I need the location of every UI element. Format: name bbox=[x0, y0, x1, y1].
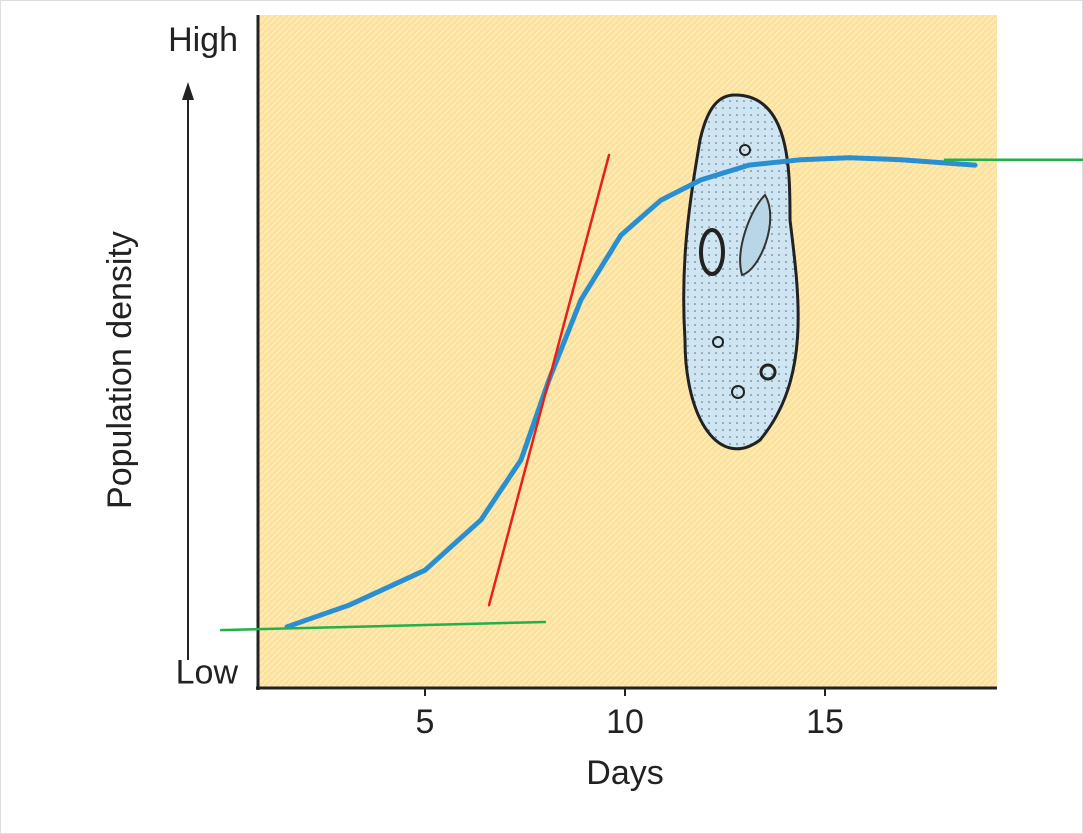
arrow-head bbox=[182, 82, 194, 100]
paramecium bbox=[682, 93, 800, 451]
tangent-line bbox=[219, 620, 547, 632]
tangent-line bbox=[487, 153, 611, 607]
x-tick-label: 15 bbox=[806, 703, 844, 741]
x-tick-label: 5 bbox=[416, 703, 435, 741]
x-tick-label: 10 bbox=[606, 703, 644, 741]
curve bbox=[284, 155, 978, 630]
y-tick-label: Low bbox=[176, 654, 239, 692]
plot-area bbox=[258, 15, 997, 688]
y-axis-label: Population density bbox=[101, 231, 139, 509]
y-tick-label: High bbox=[168, 21, 238, 59]
x-axis-label: Days bbox=[586, 754, 663, 792]
